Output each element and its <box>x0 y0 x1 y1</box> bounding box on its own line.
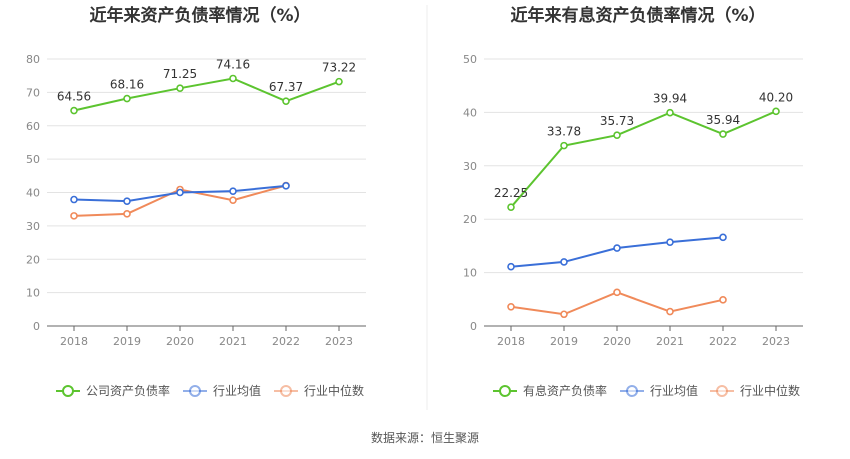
left-data-label: 71.25 <box>163 67 197 81</box>
right-data-point <box>666 307 674 316</box>
left-y-tick-label: 30 <box>26 220 40 233</box>
left-data-label: 68.16 <box>110 78 144 92</box>
right-data-point <box>719 130 727 138</box>
right-data-point <box>507 302 515 311</box>
right-y-tick-label: 30 <box>463 160 477 173</box>
legend-marker-icon <box>716 385 728 397</box>
legend-label: 行业均值 <box>650 383 698 398</box>
right-data-point <box>560 258 568 266</box>
left-data-point <box>123 210 131 218</box>
legend-label: 行业均值 <box>213 383 261 398</box>
right-data-point <box>560 141 568 150</box>
left-legend-item-0[interactable]: 公司资产负债率 <box>56 383 170 398</box>
legend-marker-icon <box>280 385 292 397</box>
right-series-line-1 <box>510 236 724 268</box>
right-data-point <box>613 131 621 140</box>
right-data-label: 40.20 <box>759 90 793 104</box>
right-x-tick-label: 2021 <box>656 335 684 348</box>
right-data-point <box>507 262 515 271</box>
right-data-label: 39.94 <box>653 92 687 106</box>
right-data-label: 33.78 <box>547 125 581 139</box>
right-y-tick-label: 10 <box>463 267 477 280</box>
left-data-label: 64.56 <box>57 90 91 104</box>
right-data-point <box>772 107 780 116</box>
right-data-point <box>719 296 727 304</box>
left-data-point <box>282 97 290 105</box>
left-data-label: 73.22 <box>322 61 356 75</box>
left-data-point <box>123 94 131 103</box>
left-x-tick-label: 2023 <box>325 335 353 348</box>
left-y-tick-label: 0 <box>33 320 40 333</box>
right-data-point <box>560 310 568 319</box>
right-y-tick-label: 0 <box>470 320 477 333</box>
left-y-tick-label: 70 <box>26 86 40 99</box>
left-chart-title: 近年来资产负债率情况（%） <box>89 5 310 26</box>
right-series-line-0 <box>510 110 777 208</box>
right-data-point <box>719 233 727 242</box>
left-data-point <box>335 77 343 86</box>
left-y-tick-label: 40 <box>26 187 40 200</box>
left-plot: 0 10 20 30 40 50 60 70 80 2018 2019 2020 2021 2022 202… <box>26 53 366 398</box>
left-chart: 近年来资产负债率情况（%） <box>89 5 310 26</box>
right-data-point <box>613 288 621 297</box>
left-data-point <box>282 182 290 190</box>
left-data-label: 74.16 <box>216 57 250 71</box>
left-series-line-0 <box>73 77 340 112</box>
left-data-point <box>70 195 78 204</box>
legend-marker-icon <box>189 385 201 397</box>
right-legend-item-2[interactable]: 行业中位数 <box>710 383 800 398</box>
right-y-tick-label: 20 <box>463 213 477 226</box>
left-data-point <box>70 106 78 115</box>
legend-marker-icon <box>499 385 511 397</box>
source-text: 数据来源：恒生聚源 <box>371 430 479 445</box>
right-x-tick-label: 2018 <box>497 335 525 348</box>
left-x-tick-label: 2022 <box>272 335 300 348</box>
right-x-tick-label: 2020 <box>603 335 631 348</box>
right-chart: 近年来有息资产负债率情况（%） <box>510 5 765 26</box>
left-data-point <box>229 187 237 195</box>
right-x-tick-label: 2019 <box>550 335 578 348</box>
left-data-point <box>229 196 237 204</box>
left-data-point <box>176 188 184 197</box>
legend-label: 公司资产负债率 <box>86 383 170 398</box>
right-data-point <box>507 203 515 211</box>
left-x-tick-label: 2018 <box>60 335 88 348</box>
left-data-point <box>123 197 131 205</box>
right-data-point <box>666 238 674 246</box>
right-y-tick-label: 50 <box>463 53 477 66</box>
legend-marker-icon <box>62 385 74 397</box>
right-legend-item-1[interactable]: 行业均值 <box>620 383 698 398</box>
right-x-tick-label: 2022 <box>709 335 737 348</box>
left-data-point <box>229 74 237 83</box>
left-x-tick-label: 2020 <box>166 335 194 348</box>
right-data-label: 35.94 <box>706 113 740 127</box>
right-data-label: 22.25 <box>494 186 528 200</box>
right-data-label: 35.73 <box>600 114 634 128</box>
left-legend-item-1[interactable]: 行业均值 <box>183 383 261 398</box>
right-x-tick-label: 2023 <box>762 335 790 348</box>
right-legend-item-0[interactable]: 有息资产负债率 <box>493 383 607 398</box>
legend-label: 有息资产负债率 <box>523 383 607 398</box>
right-y-tick-label: 40 <box>463 106 477 119</box>
right-data-point <box>666 108 674 117</box>
left-data-point <box>176 84 184 93</box>
left-y-tick-label: 10 <box>26 287 40 300</box>
legend-label: 行业中位数 <box>740 383 800 398</box>
left-y-tick-label: 50 <box>26 153 40 166</box>
left-y-tick-label: 20 <box>26 253 40 266</box>
right-data-point <box>613 244 621 252</box>
left-y-tick-label: 80 <box>26 53 40 66</box>
legend-label: 行业中位数 <box>304 383 364 398</box>
left-y-tick-label: 60 <box>26 120 40 133</box>
right-plot: 0 10 20 30 40 50 2018 2019 2020 2021 2022 2023 22.25… <box>463 53 803 398</box>
right-chart-title: 近年来有息资产负债率情况（%） <box>510 5 765 26</box>
legend-marker-icon <box>626 385 638 397</box>
left-data-label: 67.37 <box>269 80 303 94</box>
left-legend-item-2[interactable]: 行业中位数 <box>274 383 364 398</box>
left-data-point <box>70 212 78 220</box>
left-x-tick-label: 2021 <box>219 335 247 348</box>
left-x-tick-label: 2019 <box>113 335 141 348</box>
